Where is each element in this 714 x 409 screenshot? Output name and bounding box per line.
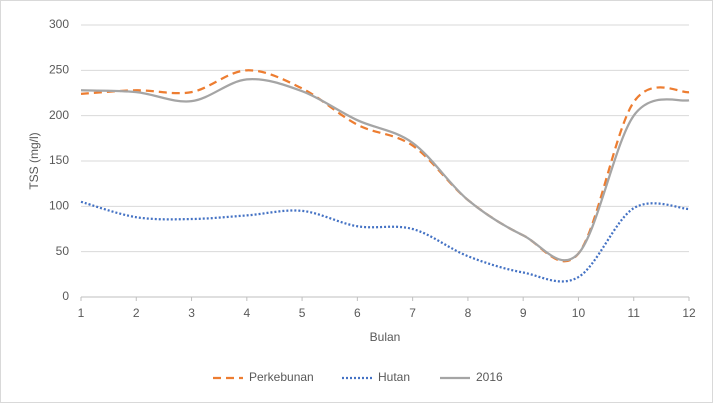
y-tick-label: 250 [49,63,69,77]
series-line [80,78,690,262]
x-tick-label: 4 [243,306,250,320]
y-tick-label: 50 [56,244,70,258]
x-tick-label: 12 [682,306,696,320]
x-tick-label: 9 [520,306,527,320]
y-tick-label: 200 [49,108,69,122]
x-tick-label: 11 [627,306,640,320]
x-tick-label: 5 [299,306,306,320]
x-tick-label: 7 [409,306,416,320]
y-axis-label: TSS (mg/l) [27,132,41,189]
legend-label: 2016 [476,370,503,384]
x-tick-label: 10 [572,306,586,320]
x-tick-label: 3 [188,306,195,320]
x-axis-label: Bulan [370,330,401,344]
x-tick-label: 2 [133,306,140,320]
legend-label: Hutan [378,370,410,384]
series-line [80,69,690,263]
x-tick-label: 1 [78,306,85,320]
y-tick-label: 100 [49,199,69,213]
legend-label: Perkebunan [249,370,314,384]
y-tick-label: 150 [49,153,69,167]
y-tick-label: 300 [49,17,69,31]
x-tick-label: 8 [465,306,472,320]
x-tick-label: 6 [354,306,361,320]
y-tick-label: 0 [62,289,69,303]
